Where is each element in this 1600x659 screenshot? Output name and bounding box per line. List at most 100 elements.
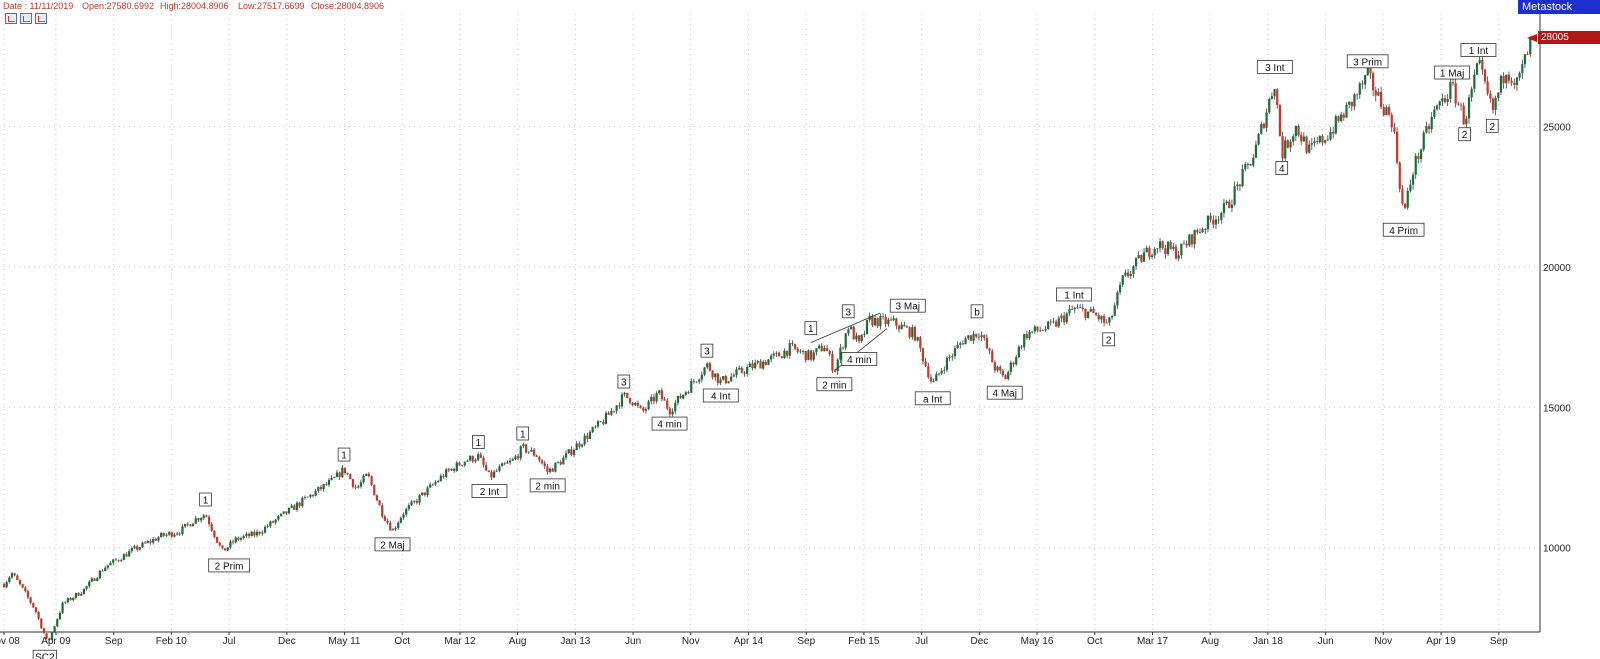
candle-body [983, 335, 986, 338]
candle-body [1438, 101, 1441, 106]
candle-body [1166, 241, 1170, 255]
wave-label: 1 [804, 321, 818, 335]
wave-label-text: a Int [923, 394, 943, 405]
candle-body [1081, 307, 1084, 309]
candle-body [1526, 54, 1529, 56]
candle-body [295, 502, 299, 510]
candle-body [1132, 266, 1135, 274]
candle-body [13, 573, 16, 576]
candle-body [1425, 126, 1428, 133]
candle-body [298, 502, 301, 507]
candle-body [1470, 88, 1473, 98]
wave-label-text: 2 Maj [380, 540, 404, 551]
candle-body [1454, 83, 1457, 104]
candle-body [1475, 63, 1479, 75]
candle-body [828, 350, 831, 355]
candle-body [1172, 246, 1175, 249]
candle-body [439, 475, 442, 481]
candle-body [977, 336, 980, 338]
candle-body [144, 542, 147, 544]
candle-body [242, 536, 245, 538]
candle-body [1443, 98, 1447, 102]
wave-label-box [199, 492, 212, 507]
x-tick-label: Dec [970, 636, 988, 647]
candle-body [588, 432, 592, 439]
candle-body [1529, 37, 1532, 55]
candle-body [239, 537, 243, 540]
candle-body [335, 472, 339, 478]
candle-body [373, 484, 376, 496]
candle-body [1395, 131, 1399, 163]
candle-body [647, 401, 650, 409]
candle-body [809, 350, 813, 360]
chart-icon[interactable] [35, 13, 47, 24]
candle-body [279, 513, 283, 516]
candle-body [642, 407, 645, 411]
candle-body [1521, 64, 1524, 73]
candle-body [1028, 331, 1031, 339]
y-tick-label: 25000 [1543, 122, 1571, 133]
candle-body [900, 324, 903, 330]
candle-body [1220, 213, 1223, 220]
candle-body [1158, 241, 1162, 249]
candle-body [623, 392, 626, 395]
candle-body [365, 473, 368, 476]
candle-body [999, 366, 1002, 371]
candle-body [16, 575, 19, 581]
candle-body [1182, 243, 1186, 245]
candle-body [1246, 163, 1250, 165]
wave-label-box [471, 484, 508, 498]
candle-body [423, 492, 426, 496]
candle-body [10, 573, 14, 578]
candle-body [948, 357, 951, 358]
candle-body [375, 495, 379, 501]
wave-label-box [702, 388, 739, 403]
wave-label-text: 1 Int [1064, 290, 1084, 301]
candle-body [1105, 322, 1108, 324]
candle-body [1358, 83, 1361, 95]
candle-body [516, 456, 520, 459]
wave-label: 4 Int [702, 388, 739, 403]
wave-label-text: 4 min [657, 420, 681, 431]
chart-icon[interactable] [5, 13, 17, 24]
candle-body [1092, 308, 1095, 314]
candle-body [567, 449, 570, 454]
candle-body [8, 577, 11, 583]
candle-body [349, 474, 352, 480]
candle-body [285, 511, 288, 514]
candle-body [1515, 77, 1519, 85]
header-low: Low:27517.6699 [238, 1, 305, 11]
candle-body [447, 469, 450, 471]
candle-body [168, 532, 171, 535]
candle-body [1057, 318, 1060, 327]
candle-body [1505, 74, 1508, 84]
candle-body [655, 393, 658, 402]
x-tick-label: Apr 19 [1426, 636, 1456, 647]
x-tick-label: Apr 14 [734, 636, 764, 647]
candle-body [1414, 155, 1417, 175]
candle-body [202, 515, 205, 519]
candle-body [668, 408, 672, 415]
x-tick-label: Oct [394, 636, 410, 647]
chart-icon[interactable] [20, 13, 32, 24]
candle-body [66, 598, 70, 603]
wave-label: 2 [1102, 332, 1115, 346]
candle-body [988, 348, 991, 351]
candle-body [759, 361, 762, 369]
x-tick-label: Mar 17 [1137, 636, 1169, 647]
candle-body [1148, 247, 1151, 258]
candle-body [74, 592, 78, 598]
last-price-arrow-icon [1527, 34, 1537, 42]
candle-body [450, 468, 453, 471]
candle-body [762, 361, 765, 369]
candle-body [1142, 252, 1146, 262]
candle-body [658, 390, 661, 394]
candle-body [538, 456, 541, 461]
candle-body [141, 542, 144, 548]
candle-body [1273, 89, 1276, 97]
candle-body [679, 395, 682, 399]
candle-body [980, 335, 983, 338]
wave-label: 3 Int [1256, 60, 1293, 74]
candle-body [77, 592, 80, 596]
candle-body [5, 582, 8, 588]
